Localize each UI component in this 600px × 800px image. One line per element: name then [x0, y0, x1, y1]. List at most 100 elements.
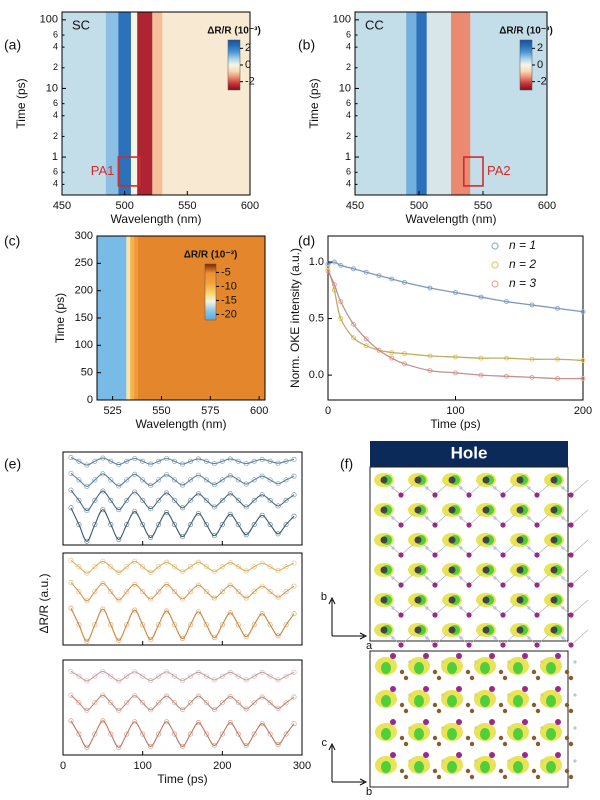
data-point	[251, 458, 257, 464]
atom	[399, 669, 405, 675]
heat-cell	[451, 12, 471, 195]
heat-cell	[105, 12, 119, 195]
atom	[531, 735, 537, 741]
data-point	[132, 489, 138, 495]
data-point	[219, 622, 225, 628]
x-tick-label: 600	[241, 200, 259, 212]
atom	[425, 576, 429, 580]
x-tick-label: 525	[103, 405, 121, 417]
data-point	[108, 622, 114, 628]
atom	[403, 774, 409, 780]
atom	[391, 636, 395, 640]
data-point	[179, 482, 186, 488]
data-point	[283, 731, 289, 737]
chart-title: SC	[72, 17, 90, 32]
atom	[425, 546, 429, 550]
data-point	[132, 471, 138, 477]
data-point	[171, 477, 178, 483]
y-tick-label: 6	[53, 29, 58, 39]
orbital	[381, 728, 391, 740]
heat-cell	[134, 236, 139, 400]
data-point	[275, 633, 281, 639]
atom	[535, 675, 541, 681]
data-point	[267, 458, 273, 464]
data-point	[179, 743, 186, 750]
data-point	[164, 581, 170, 587]
atom	[550, 596, 558, 604]
data-point	[275, 741, 281, 748]
atom	[414, 476, 422, 484]
data-point	[100, 606, 106, 612]
data-point	[92, 589, 98, 595]
data-point	[148, 569, 154, 575]
atom	[531, 669, 537, 675]
data-point	[187, 564, 194, 570]
data-point	[211, 533, 217, 539]
data-point	[116, 744, 122, 750]
atom	[534, 642, 540, 648]
atom	[498, 768, 504, 774]
data-point	[187, 673, 194, 679]
data-point	[243, 706, 249, 712]
data-point	[179, 706, 186, 712]
data-point	[76, 497, 82, 503]
atom	[555, 719, 561, 725]
orbital	[480, 761, 490, 773]
header-title: Hole	[451, 443, 488, 462]
bond	[570, 569, 589, 586]
data-point	[235, 622, 241, 628]
data-point	[92, 673, 98, 679]
atom	[456, 686, 462, 692]
data-point	[92, 731, 98, 737]
orbital	[513, 761, 523, 773]
orbital	[381, 695, 391, 707]
atom	[465, 735, 471, 741]
x-axis-label: Time (ps)	[430, 417, 480, 431]
data-point	[267, 589, 273, 595]
atom	[573, 660, 577, 664]
data-point	[235, 564, 241, 570]
atom	[423, 653, 429, 659]
atom	[516, 596, 524, 604]
bond	[570, 599, 589, 616]
atom	[522, 686, 528, 692]
x-tick-label: 0	[60, 760, 66, 772]
data-point	[235, 700, 241, 706]
atom	[531, 702, 537, 708]
data-point	[76, 700, 82, 706]
data-point	[124, 731, 130, 737]
x-tick-label: 100	[446, 405, 464, 417]
atom	[568, 642, 574, 648]
data-point	[187, 622, 194, 628]
atom	[436, 675, 442, 681]
atom	[465, 702, 471, 708]
data-point	[179, 636, 186, 642]
atom	[465, 768, 471, 774]
heat-cell	[416, 12, 427, 195]
atom	[498, 669, 504, 675]
data-point	[100, 558, 106, 564]
data-point	[187, 589, 194, 595]
data-point	[116, 536, 122, 542]
y-tick-label: 6	[53, 98, 58, 108]
atom	[568, 612, 574, 618]
data-point	[140, 731, 146, 737]
heat-cell	[62, 12, 107, 195]
atom	[527, 576, 531, 580]
data-point	[259, 512, 265, 518]
atom	[448, 626, 456, 634]
atom	[414, 506, 422, 514]
colorbar-tick-label: 2	[245, 42, 251, 54]
data-point	[291, 473, 297, 479]
data-point	[389, 355, 395, 361]
data-point	[156, 673, 162, 679]
atom	[459, 516, 463, 520]
x-axis-label: Wavelength (nm)	[111, 212, 202, 226]
data-point	[108, 731, 114, 737]
atom	[550, 536, 558, 544]
y-tick-label: 2	[53, 62, 58, 72]
data-point	[76, 673, 82, 679]
data-point	[171, 589, 178, 595]
data-point	[251, 564, 257, 570]
data-point	[351, 335, 356, 341]
